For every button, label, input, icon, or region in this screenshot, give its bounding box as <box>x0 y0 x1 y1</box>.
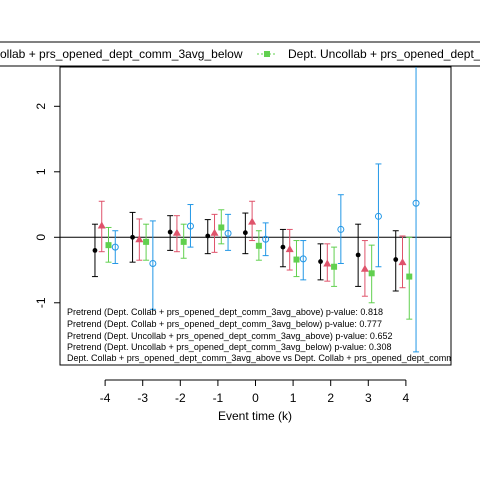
point-s2-5 <box>285 245 294 253</box>
point-s4-7 <box>374 212 382 220</box>
x-tick-label-3: -1 <box>213 391 224 405</box>
point-s1-8 <box>393 257 399 262</box>
point-s4-6 <box>337 225 345 233</box>
plot-frame <box>59 66 452 366</box>
annotation-line-1: Pretrend (Dept. Collab + prs_opened_dept… <box>67 307 383 317</box>
y-tick-label-2: 1 <box>34 168 48 175</box>
point-s1-6 <box>318 259 323 264</box>
annotation-line-3: Pretrend (Dept. Uncollab + prs_opened_de… <box>67 331 392 341</box>
x-tick-label-0: -4 <box>100 391 111 405</box>
point-s1-4 <box>242 230 248 236</box>
point-s2-0 <box>97 221 106 229</box>
series-3 <box>105 209 413 320</box>
annotation-line-4: Pretrend (Dept. Uncollab + prs_opened_de… <box>67 342 391 352</box>
y-tick-label-3: 2 <box>34 103 48 110</box>
legend-item-2-marker <box>264 51 270 57</box>
point-s3-7 <box>368 270 375 277</box>
x-tick-label-6: 2 <box>327 391 334 405</box>
series-2 <box>97 200 407 297</box>
legend-item-1-label: ollab + prs_opened_dept_comm_3avg_below <box>0 47 243 61</box>
x-tick-label-5: 1 <box>290 391 297 405</box>
x-tick-label-1: -3 <box>137 391 148 405</box>
point-s2-7 <box>360 264 369 272</box>
point-s3-1 <box>143 238 150 245</box>
point-s3-6 <box>331 263 338 270</box>
point-s1-2 <box>167 229 173 235</box>
point-s2-3 <box>210 228 219 236</box>
point-s1-0 <box>92 247 98 253</box>
point-s3-5 <box>293 256 300 263</box>
series-4 <box>111 67 420 353</box>
point-s2-1 <box>135 235 144 243</box>
point-s3-0 <box>105 242 112 249</box>
annotation-line-2: Pretrend (Dept. Collab + prs_opened_dept… <box>67 319 382 329</box>
point-s2-4 <box>248 217 257 225</box>
y-axis: -1 0 1 2 <box>34 103 60 308</box>
legend: ollab + prs_opened_dept_comm_3avg_below … <box>0 41 480 67</box>
point-s4-1 <box>149 259 157 267</box>
point-s4-0 <box>111 243 119 251</box>
x-tick-label-7: 3 <box>365 391 372 405</box>
point-s2-6 <box>323 259 332 267</box>
point-s3-2 <box>180 238 187 245</box>
y-tick-label-1: 0 <box>34 234 48 241</box>
point-s4-8 <box>412 199 420 207</box>
legend-box <box>0 41 480 67</box>
point-s3-8 <box>406 273 413 280</box>
x-axis: -4 -3 -2 -1 0 1 2 3 4 <box>100 379 410 405</box>
annotation-line-5: Dept. Collab + prs_opened_dept_comm_3avg… <box>67 353 460 363</box>
point-s1-3 <box>205 233 211 239</box>
series-layer <box>91 67 420 353</box>
point-s1-7 <box>355 252 361 258</box>
point-s4-2 <box>186 222 194 230</box>
point-s2-2 <box>172 228 181 236</box>
x-tick-label-8: 4 <box>403 391 410 405</box>
x-tick-label-2: -2 <box>175 391 186 405</box>
legend-item-2-label: Dept. Uncollab + prs_opened_dept_ <box>288 47 480 61</box>
annotation-block: Pretrend (Dept. Collab + prs_opened_dept… <box>67 307 460 363</box>
point-s1-5 <box>280 244 286 250</box>
y-tick-label-0: -1 <box>34 297 48 308</box>
series-1 <box>91 211 399 292</box>
point-s1-1 <box>130 234 135 240</box>
x-tick-label-4: 0 <box>252 391 259 405</box>
point-s4-4 <box>262 235 270 243</box>
point-s4-5 <box>299 255 307 263</box>
point-s3-3 <box>218 224 225 231</box>
point-s3-4 <box>255 242 262 249</box>
x-axis-title: Event time (k) <box>218 409 292 423</box>
point-s4-3 <box>224 229 232 237</box>
point-s2-8 <box>398 258 407 266</box>
